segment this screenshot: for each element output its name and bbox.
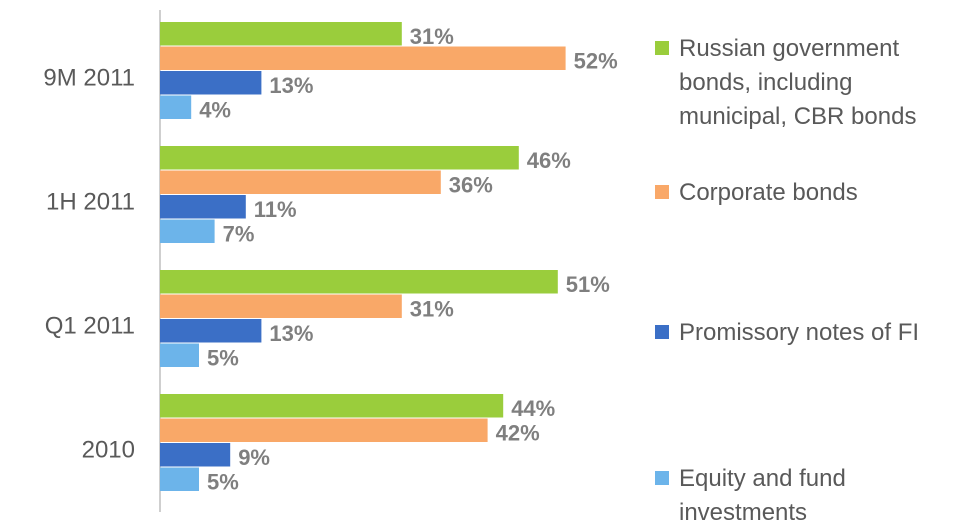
- value-label: 5%: [207, 346, 239, 371]
- bar: [160, 443, 231, 467]
- bar: [160, 46, 566, 70]
- value-label: 7%: [223, 222, 255, 247]
- legend-item: Equity and fund investments: [655, 462, 955, 527]
- legend-label: Equity and fund investments: [679, 465, 846, 526]
- category-label: 2010: [82, 436, 135, 463]
- category-label: Q1 2011: [45, 312, 135, 339]
- legend-swatch: [655, 325, 669, 339]
- legend-label: Corporate bonds: [679, 179, 858, 206]
- bar: [160, 394, 504, 418]
- value-label: 31%: [410, 297, 454, 322]
- legend-item: Russian government bonds, including muni…: [655, 32, 955, 134]
- value-label: 11%: [254, 197, 297, 222]
- bar: [160, 219, 215, 243]
- bar: [160, 418, 488, 442]
- bar: [160, 146, 519, 170]
- bar: [160, 195, 246, 219]
- value-label: 9%: [238, 445, 270, 470]
- legend-label: Promissory notes of FI: [679, 319, 920, 346]
- bar: [160, 270, 558, 294]
- bar: [160, 170, 441, 194]
- value-label: 31%: [410, 24, 454, 49]
- category-label: 1H 2011: [46, 188, 135, 215]
- bar: [160, 95, 192, 119]
- bar: [160, 343, 199, 367]
- value-label: 44%: [511, 396, 555, 421]
- legend-item: Promissory notes of FI: [655, 316, 955, 350]
- value-label: 46%: [527, 148, 571, 173]
- legend-swatch: [655, 41, 669, 55]
- value-label: 51%: [566, 272, 610, 297]
- bar: [160, 467, 199, 491]
- value-label: 42%: [496, 421, 540, 446]
- bar: [160, 22, 402, 46]
- category-label: 9M 2011: [43, 64, 135, 91]
- value-label: 4%: [199, 98, 231, 123]
- value-label: 36%: [449, 173, 493, 198]
- bar: [160, 71, 262, 95]
- legend-swatch: [655, 185, 669, 199]
- legend-label: Russian government bonds, including muni…: [679, 35, 917, 130]
- value-label: 13%: [269, 73, 313, 98]
- value-label: 5%: [207, 470, 239, 495]
- legend-swatch: [655, 471, 669, 485]
- value-label: 13%: [269, 321, 313, 346]
- value-label: 52%: [574, 49, 618, 74]
- bar: [160, 294, 402, 318]
- bar: [160, 319, 262, 343]
- legend-item: Corporate bonds: [655, 176, 955, 210]
